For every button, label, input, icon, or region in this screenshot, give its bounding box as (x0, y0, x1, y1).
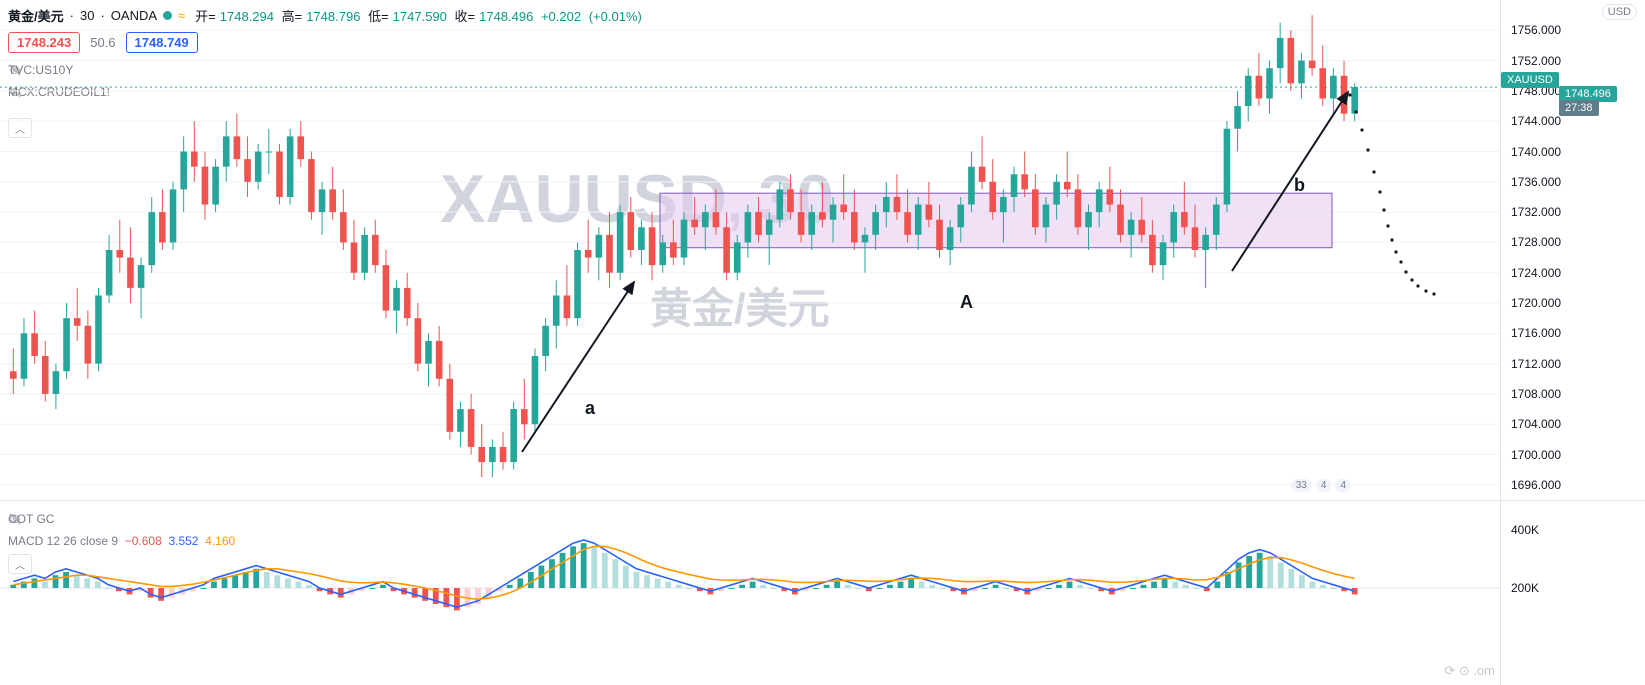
price-tick: 1696.000 (1511, 478, 1561, 492)
price-tick: 1700.000 (1511, 448, 1561, 462)
symbol-badge: XAUUSD (1501, 72, 1559, 88)
wave-label-A: A (960, 292, 973, 313)
macd-chart[interactable] (0, 500, 1501, 685)
price-tick: 1708.000 (1511, 387, 1561, 401)
price-tick: 1728.000 (1511, 235, 1561, 249)
price-tick: 1744.000 (1511, 114, 1561, 128)
price-tick: 1720.000 (1511, 296, 1561, 310)
layout-icons[interactable]: 33 4 4 (1291, 479, 1351, 492)
price-tick: 1736.000 (1511, 175, 1561, 189)
price-tick: 1712.000 (1511, 357, 1561, 371)
price-axis[interactable]: USD 1696.000 1700.000 1704.000 1708.000 1712… (1500, 0, 1645, 685)
price-tick: 1704.000 (1511, 417, 1561, 431)
price-chart[interactable] (0, 0, 1501, 500)
price-tick: 1716.000 (1511, 326, 1561, 340)
countdown-badge: 27:38 (1559, 100, 1599, 116)
price-tick: 1740.000 (1511, 145, 1561, 159)
wave-label-b: b (1294, 175, 1305, 196)
indicator-tick: 400K (1511, 523, 1539, 537)
indicator-tick: 200K (1511, 581, 1539, 595)
price-tick: 1752.000 (1511, 54, 1561, 68)
price-tick: 1756.000 (1511, 23, 1561, 37)
price-tick: 1724.000 (1511, 266, 1561, 280)
currency-badge[interactable]: USD (1602, 4, 1637, 20)
brand-watermark: ⟳ ⊙ .om (1444, 663, 1495, 679)
price-tick: 1732.000 (1511, 205, 1561, 219)
wave-label-a: a (585, 398, 595, 419)
